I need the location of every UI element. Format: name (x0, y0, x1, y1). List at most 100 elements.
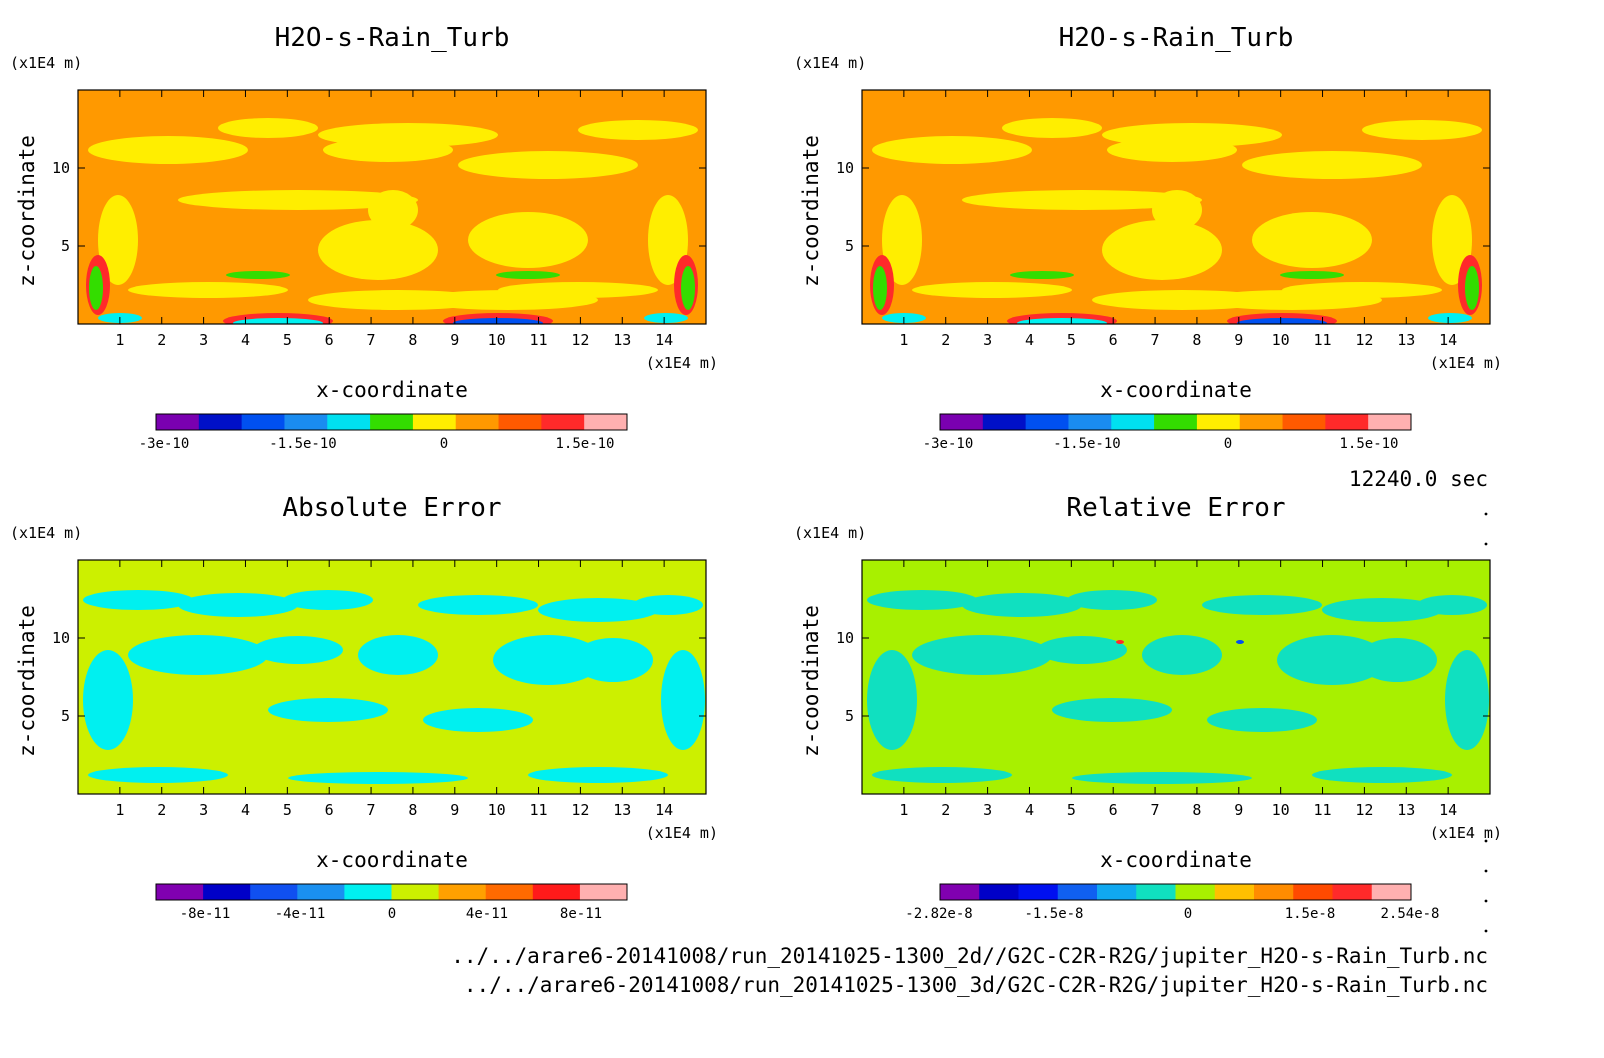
colorbar-swatch (1293, 884, 1333, 900)
x-tick-label: 1 (899, 801, 908, 819)
z-tick-label: 5 (61, 707, 70, 725)
z-tick-label: 10 (52, 159, 70, 177)
contour-field (83, 590, 705, 784)
contour-region (1445, 650, 1489, 750)
colorbar-swatch (541, 414, 585, 430)
colorbar-label: 0 (1224, 436, 1232, 452)
x-tick-label: 13 (613, 331, 631, 349)
x-tick-label: 11 (1314, 801, 1332, 819)
x-tick-label: 5 (283, 801, 292, 819)
x-tick-label: 8 (408, 331, 417, 349)
x-tick-label: 11 (530, 801, 548, 819)
contour-region (423, 708, 533, 732)
x-unit-label: (x1E4 m) (646, 824, 718, 842)
colorbar-swatch (579, 884, 628, 900)
contour-region (1116, 640, 1124, 644)
contour-region (1142, 635, 1222, 675)
colorbar-label: -4e-11 (275, 906, 326, 922)
contour-region (1072, 772, 1252, 784)
contour-region (1465, 266, 1479, 310)
colorbar-swatch (1068, 414, 1112, 430)
x-tick-label: 3 (983, 801, 992, 819)
x-tick-label: 4 (241, 801, 250, 819)
colorbar-swatch (198, 414, 243, 430)
x-tick-label: 2 (157, 801, 166, 819)
contour-region (496, 271, 560, 279)
colorbar-swatch (1371, 884, 1412, 900)
contour-region (468, 212, 588, 268)
marker-dot (1484, 512, 1488, 516)
x-unit-label: (x1E4 m) (646, 354, 718, 372)
colorbar-swatch (1239, 414, 1284, 430)
contour-region (1202, 595, 1322, 615)
colorbar-swatch (412, 414, 457, 430)
contour-region (418, 595, 538, 615)
x-tick-label: 12 (571, 801, 589, 819)
colorbar-swatch (327, 414, 371, 430)
contour-region (1017, 318, 1107, 324)
colorbar-swatch (438, 884, 487, 900)
x-tick-label: 2 (941, 331, 950, 349)
z-unit-label: (x1E4 m) (10, 54, 82, 72)
marker-dot (1484, 929, 1488, 933)
panel-title: H2O-s-Rain_Turb (1059, 23, 1294, 53)
x-tick-label: 4 (1025, 801, 1034, 819)
panel-title: H2O-s-Rain_Turb (275, 23, 510, 53)
contour-region (318, 123, 498, 147)
x-tick-label: 2 (157, 331, 166, 349)
contour-region (98, 195, 138, 285)
contour-region (83, 590, 193, 610)
x-tick-label: 3 (199, 801, 208, 819)
x-tick-label: 5 (1067, 331, 1076, 349)
contour-field (867, 590, 1489, 784)
time-label: 12240.0 sec (1349, 467, 1488, 491)
contour-region (1010, 271, 1074, 279)
x-tick-label: 6 (1109, 331, 1118, 349)
z-unit-label: (x1E4 m) (794, 524, 866, 542)
z-tick-label: 10 (836, 629, 854, 647)
colorbar-swatch (203, 884, 251, 900)
colorbar-swatch (498, 414, 542, 430)
contour-region (1237, 318, 1327, 324)
marker-dot (1484, 542, 1488, 546)
contour-region (867, 650, 917, 750)
colorbar-label: -1.5e-8 (1024, 906, 1083, 922)
colorbar-swatch (1196, 414, 1241, 430)
x-tick-label: 7 (367, 801, 376, 819)
contour-region (1207, 708, 1317, 732)
colorbar-label: -8e-11 (180, 906, 231, 922)
contour-region (233, 318, 323, 324)
colorbar-swatch (1254, 884, 1294, 900)
x-tick-label: 1 (115, 801, 124, 819)
contour-region (1312, 767, 1452, 783)
colorbar-swatch (1097, 884, 1137, 900)
x-tick-label: 8 (1192, 801, 1201, 819)
contour-region (633, 595, 703, 615)
contour-field (870, 118, 1482, 324)
x-axis-label: x-coordinate (1100, 378, 1252, 402)
panel-2: H2O-s-Rain_Turb(x1E4 m)1 2 3 4 5 6 7 8 9 10 11 12 13… (794, 23, 1502, 452)
colorbar-swatch (1057, 884, 1098, 900)
plot-frame (861, 559, 1491, 795)
x-tick-label: 10 (488, 801, 506, 819)
contour-region (268, 698, 388, 722)
contour-region (538, 598, 658, 622)
contour-region (1252, 212, 1372, 268)
x-tick-label: 10 (1272, 331, 1290, 349)
colorbar-swatch (940, 414, 984, 430)
x-tick-label: 12 (571, 331, 589, 349)
x-tick-label: 1 (115, 331, 124, 349)
panel-3: Absolute Error(x1E4 m)1 2 3 4 5 6 7 8 9 10 11 12 13 1… (10, 493, 718, 922)
contour-region (1282, 282, 1442, 298)
contour-region (178, 593, 298, 617)
x-tick-label: 3 (983, 331, 992, 349)
contour-region (1102, 123, 1282, 147)
z-axis-label: z-coordinate (15, 605, 39, 757)
x-tick-label: 8 (408, 801, 417, 819)
x-tick-label: 14 (655, 801, 673, 819)
marker-dot (1484, 899, 1488, 903)
contour-region (128, 635, 268, 675)
x-tick-label: 13 (613, 801, 631, 819)
x-axis-label: x-coordinate (1100, 848, 1252, 872)
z-unit-label: (x1E4 m) (794, 54, 866, 72)
